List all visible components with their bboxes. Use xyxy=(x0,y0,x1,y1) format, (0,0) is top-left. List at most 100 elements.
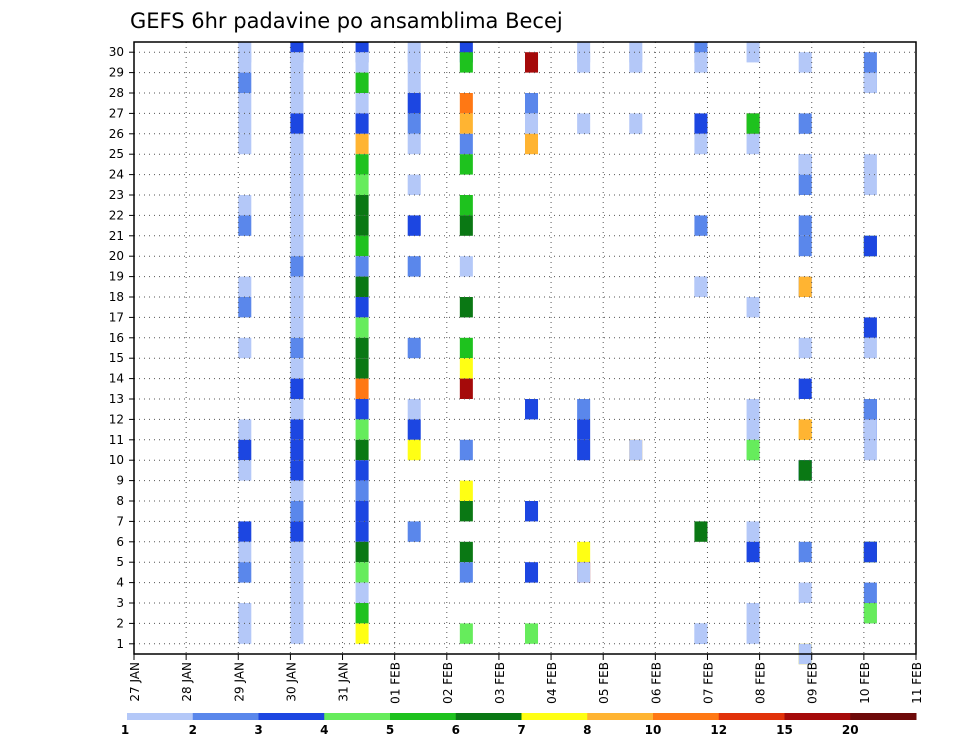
precip-cell xyxy=(459,113,473,134)
precip-cell xyxy=(694,276,708,297)
precip-cell xyxy=(238,72,252,93)
precip-cell xyxy=(746,623,760,644)
precip-cell xyxy=(290,215,304,236)
precip-cell xyxy=(525,52,539,73)
precip-cell xyxy=(355,603,369,624)
precip-cell xyxy=(355,358,369,379)
precip-cell xyxy=(355,337,369,359)
precip-cell xyxy=(290,521,304,542)
y-tick-label: 6 xyxy=(116,535,124,549)
x-tick-label: 28 JAN xyxy=(180,662,194,702)
x-tick-label: 30 JAN xyxy=(284,662,298,702)
precip-cell xyxy=(290,419,304,440)
precip-cell xyxy=(694,133,708,155)
precip-cell xyxy=(863,582,877,603)
precip-cell xyxy=(863,337,877,359)
precip-cell xyxy=(290,133,304,155)
precip-cell xyxy=(577,439,591,461)
precip-cell xyxy=(459,297,473,318)
precip-cell xyxy=(863,439,877,461)
precip-cell xyxy=(355,541,369,563)
precip-cell xyxy=(525,399,539,420)
precip-cell xyxy=(798,378,812,399)
precip-cell xyxy=(746,439,760,461)
precip-cell xyxy=(629,113,643,134)
precip-cell xyxy=(746,113,760,134)
precip-cell xyxy=(238,623,252,644)
y-tick-label: 28 xyxy=(109,86,124,100)
precip-cell xyxy=(798,337,812,359)
precip-cell xyxy=(407,52,421,73)
dotted-grid xyxy=(134,42,916,654)
precip-cell xyxy=(629,52,643,73)
precip-cell xyxy=(863,317,877,338)
precip-cell xyxy=(238,603,252,624)
y-tick-label: 16 xyxy=(109,331,124,345)
y-tick-label: 26 xyxy=(109,127,124,141)
precip-cell xyxy=(577,113,591,134)
precip-cell xyxy=(238,276,252,297)
y-tick-label: 17 xyxy=(109,310,124,324)
precip-cell xyxy=(459,480,473,501)
colorbar-label: 10 xyxy=(645,723,662,737)
colorbar-label: 8 xyxy=(583,723,591,737)
precip-cell xyxy=(238,541,252,563)
precip-cell xyxy=(290,337,304,359)
precip-cell xyxy=(798,52,812,73)
precip-cell xyxy=(525,93,539,114)
colorbar-segment xyxy=(324,713,391,720)
x-tick-label: 29 JAN xyxy=(232,662,246,702)
precip-cell xyxy=(290,501,304,522)
y-tick-label: 10 xyxy=(109,453,124,467)
y-tick-label: 7 xyxy=(116,514,124,528)
precip-cell xyxy=(863,399,877,420)
precip-cell xyxy=(694,113,708,134)
precip-cell xyxy=(459,623,473,644)
y-tick-label: 1 xyxy=(116,637,124,651)
precip-cell xyxy=(525,501,539,522)
precip-cell xyxy=(290,72,304,93)
precip-cell xyxy=(746,521,760,542)
colorbar-segment xyxy=(258,713,325,720)
precip-cell xyxy=(525,113,539,134)
colorbar-label: 2 xyxy=(189,723,197,737)
y-tick-label: 18 xyxy=(109,290,124,304)
precip-cell xyxy=(577,541,591,563)
precip-cell xyxy=(459,562,473,583)
precip-cell xyxy=(355,399,369,420)
y-tick-label: 19 xyxy=(109,270,124,284)
x-tick-label: 02 FEB xyxy=(441,662,455,704)
precip-cell xyxy=(798,582,812,603)
precip-cell xyxy=(290,460,304,481)
precip-cell xyxy=(238,337,252,359)
precip-cell xyxy=(238,439,252,461)
precip-cell xyxy=(577,419,591,440)
precip-cell xyxy=(290,358,304,379)
y-tick-label: 24 xyxy=(109,168,124,182)
precip-cell xyxy=(407,174,421,195)
precip-cell xyxy=(355,460,369,481)
precip-cell xyxy=(290,623,304,644)
x-tick-label: 05 FEB xyxy=(597,662,611,704)
precip-cell xyxy=(798,419,812,440)
y-tick-label: 14 xyxy=(109,372,124,386)
precip-cell xyxy=(525,562,539,583)
y-tick-label: 9 xyxy=(116,474,124,488)
precip-cell xyxy=(290,582,304,603)
y-tick-label: 27 xyxy=(109,106,124,120)
precip-cell xyxy=(798,541,812,563)
y-tick-label: 22 xyxy=(109,208,124,222)
precip-cell xyxy=(407,256,421,277)
x-tick-label: 08 FEB xyxy=(754,662,768,704)
y-tick-label: 25 xyxy=(109,147,124,161)
precip-cell xyxy=(290,603,304,624)
precip-cell xyxy=(238,297,252,318)
precip-cell xyxy=(290,52,304,73)
precip-cell xyxy=(798,154,812,175)
precip-cell xyxy=(290,174,304,195)
colorbar-segment xyxy=(718,713,785,720)
precip-cell xyxy=(459,358,473,379)
colorbar-segment xyxy=(587,713,654,720)
y-tick-label: 20 xyxy=(109,249,124,263)
precip-cell xyxy=(407,113,421,134)
